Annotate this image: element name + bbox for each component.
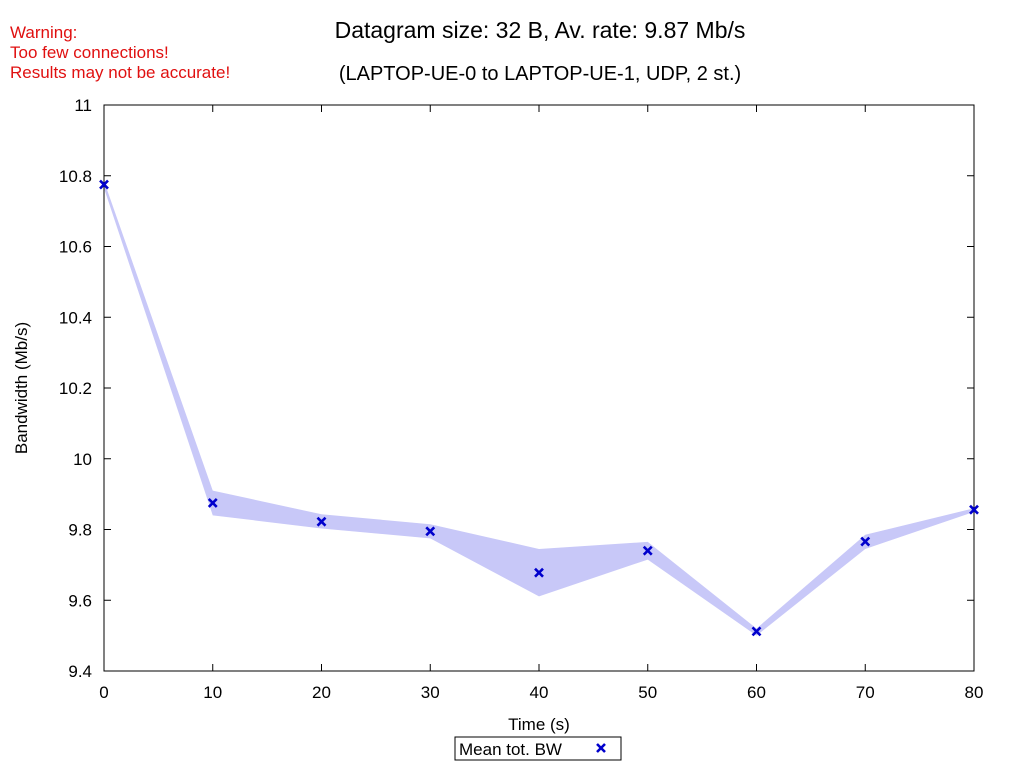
warning-block: Warning: Too few connections! Results ma… xyxy=(10,23,230,82)
data-point-marker xyxy=(316,516,327,527)
x-tick-label: 40 xyxy=(530,683,549,702)
x-tick-label: 60 xyxy=(747,683,766,702)
legend-label: Mean tot. BW xyxy=(459,740,562,759)
warning-line-1: Warning: xyxy=(10,23,77,42)
y-tick-label: 9.4 xyxy=(68,662,92,681)
x-tick-label: 50 xyxy=(638,683,657,702)
y-tick-label: 10.8 xyxy=(59,167,92,186)
data-point-marker xyxy=(642,545,653,556)
x-tick-label: 30 xyxy=(421,683,440,702)
data-points xyxy=(99,179,979,637)
y-tick-label: 10.2 xyxy=(59,379,92,398)
data-point-marker xyxy=(99,179,109,190)
y-tick-label: 10.4 xyxy=(59,308,92,327)
data-point-marker xyxy=(207,498,218,508)
y-tick-label: 10.6 xyxy=(59,238,92,257)
legend: Mean tot. BW xyxy=(454,736,622,761)
confidence-band xyxy=(104,181,974,636)
data-point-marker xyxy=(969,504,979,515)
y-tick-label: 11 xyxy=(74,96,92,115)
data-point-marker xyxy=(860,536,871,547)
y-tick-label: 10 xyxy=(73,450,92,469)
x-tick-label: 0 xyxy=(99,683,108,702)
y-tick-label: 9.8 xyxy=(68,521,92,540)
x-tick-label: 80 xyxy=(965,683,984,702)
x-tick-label: 20 xyxy=(312,683,331,702)
data-point-marker xyxy=(751,626,762,637)
legend-marker-icon xyxy=(596,743,606,753)
data-point-marker xyxy=(425,526,436,537)
y-axis-label: Bandwidth (Mb/s) xyxy=(12,322,31,454)
data-point-marker xyxy=(534,567,544,578)
x-tick-label: 70 xyxy=(856,683,875,702)
chart-subtitle: (LAPTOP-UE-0 to LAPTOP-UE-1, UDP, 2 st.) xyxy=(339,63,741,85)
legend-box xyxy=(454,736,622,761)
band-area xyxy=(104,181,974,636)
warning-line-3: Results may not be accurate! xyxy=(10,63,230,82)
x-axis-label: Time (s) xyxy=(508,715,570,734)
x-tick-label: 10 xyxy=(203,683,222,702)
chart-title: Datagram size: 32 B, Av. rate: 9.87 Mb/s xyxy=(335,17,746,43)
warning-line-2: Too few connections! xyxy=(10,43,169,62)
axis-ticks: 0 10 20 30 40 50 60 70 80 9.4 9.6 9.8 10 10.2 10.4 10.6… xyxy=(59,96,984,702)
y-tick-label: 9.6 xyxy=(68,591,92,610)
